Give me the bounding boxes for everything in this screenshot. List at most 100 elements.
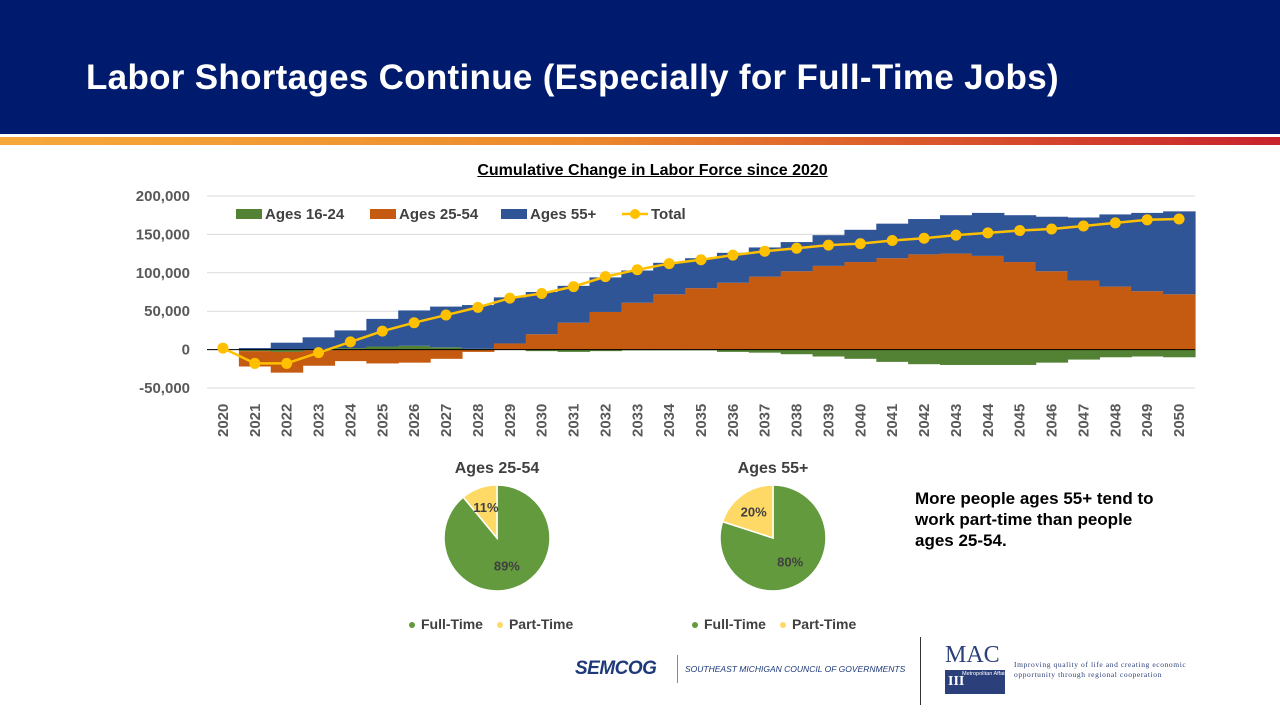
bar-ages-25-54: [653, 294, 686, 350]
part-time-note: More people ages 55+ tend to work part-t…: [915, 489, 1154, 550]
bar-ages-25-54: [1035, 271, 1069, 350]
pie-chart-ages-25-54: 89% 11%: [443, 484, 551, 592]
bar-ages-25-54: [716, 282, 750, 350]
x-tick-label: 2030: [534, 404, 551, 437]
x-tick-label: 2046: [1044, 404, 1061, 437]
y-tick-label: -50,000: [139, 380, 190, 397]
bar-ages-25-54: [621, 302, 654, 350]
bar-ages-16-24: [1067, 349, 1100, 360]
bar-ages-16-24: [940, 349, 973, 365]
pie-chart-ages-55-plus: 80% 20%: [719, 484, 827, 592]
semcog-logo: SEMCOG: [575, 658, 657, 679]
mac-logo-badge: [945, 670, 1005, 694]
bar-ages-25-54: [366, 349, 399, 364]
total-point: [918, 232, 930, 244]
x-tick-label: 2038: [789, 404, 806, 437]
bar-ages-16-24: [844, 349, 877, 359]
bar-ages-16-24: [908, 349, 941, 365]
x-tick-label: 2024: [342, 403, 359, 437]
x-tick-label: 2033: [629, 404, 646, 437]
total-point: [217, 342, 229, 354]
pie-value-label: 20%: [741, 504, 767, 519]
total-point: [376, 325, 388, 337]
x-tick-label: 2031: [566, 404, 583, 437]
bar-ages-25-54: [685, 288, 718, 350]
bar-ages-25-54: [430, 349, 463, 359]
legend-item-full-time: Full-Time: [409, 616, 483, 632]
semcog-full-name: SOUTHEAST MICHIGAN COUNCIL OF GOVERNMENT…: [685, 664, 906, 674]
total-point: [313, 347, 325, 359]
bar-ages-25-54: [971, 255, 1005, 350]
total-point: [344, 336, 356, 348]
x-tick-label: 2022: [279, 404, 296, 437]
legend-marker: [630, 209, 640, 219]
bar-ages-16-24: [812, 349, 846, 357]
legend-label: Total: [651, 206, 686, 223]
pie-title-ages-55-plus: Ages 55+: [737, 460, 809, 477]
mac-tagline: Improving quality of life and creating e…: [1014, 660, 1187, 679]
pie-value-label: 89%: [494, 558, 520, 573]
total-point: [759, 245, 771, 257]
legend-label: Full-Time: [704, 616, 766, 632]
bar-ages-25-54: [334, 349, 367, 362]
legend-item-full-time: Full-Time: [692, 616, 766, 632]
bar-ages-16-24: [366, 346, 399, 350]
total-point: [727, 249, 739, 261]
bar-ages-25-54: [812, 265, 846, 350]
mac-badge-text: Metropolitan Affairs Coalition: [962, 671, 1032, 677]
pie-slice-part-time: [721, 484, 774, 540]
bar-ages-16-24: [716, 349, 750, 352]
x-tick-label: 2047: [1075, 404, 1092, 437]
x-tick-label: 2027: [438, 404, 455, 437]
legend-dot-icon: [779, 622, 786, 629]
x-tick-label: 2045: [1012, 404, 1029, 437]
x-tick-label: 2023: [311, 404, 328, 437]
legend-swatch: [236, 209, 262, 219]
x-tick-label: 2049: [1139, 404, 1156, 437]
y-tick-label: 150,000: [136, 226, 190, 243]
pie-value-label: 80%: [777, 555, 803, 570]
x-tick-label: 2040: [852, 404, 869, 437]
bar-ages-16-24: [748, 349, 782, 353]
pie-slice-part-time: [462, 484, 498, 541]
total-point: [950, 229, 962, 241]
bar-ages-16-24: [1035, 349, 1069, 363]
legend-swatch: [501, 209, 527, 219]
total-point: [791, 242, 803, 254]
legend-item-part-time: Part-Time: [779, 616, 856, 632]
legend-label: Part-Time: [508, 616, 574, 632]
total-point: [1077, 220, 1089, 232]
bar-ages-16-24: [780, 349, 814, 355]
x-tick-label: 2025: [374, 404, 391, 437]
x-tick-label: 2026: [406, 404, 423, 437]
bar-ages-16-24: [238, 349, 272, 352]
bar-ages-55-: [1131, 212, 1164, 292]
legend-label: Ages 55+: [530, 206, 597, 223]
x-tick-label: 2028: [470, 404, 487, 437]
bar-ages-25-54: [525, 334, 559, 350]
total-point: [249, 357, 261, 369]
bar-ages-25-54: [748, 276, 782, 350]
legend-swatch: [370, 209, 396, 219]
total-point: [504, 292, 516, 304]
bar-ages-25-54: [1131, 291, 1164, 350]
bar-ages-25-54: [557, 322, 591, 350]
total-point: [1046, 223, 1058, 235]
total-point: [1109, 217, 1121, 229]
bar-ages-25-54: [493, 343, 527, 350]
x-tick-label: 2037: [757, 404, 774, 437]
total-point: [536, 288, 548, 300]
pie-legend-ages-55-plus: Full-Time Part-Time: [692, 616, 870, 632]
total-point: [982, 227, 994, 239]
total-point: [599, 271, 611, 283]
bar-ages-16-24: [525, 349, 559, 352]
bar-ages-55-: [589, 277, 622, 312]
bar-ages-25-54: [398, 349, 431, 363]
total-point: [408, 317, 420, 329]
bar-ages-16-24: [1163, 349, 1196, 358]
legend-dot-icon: [496, 622, 503, 629]
total-point: [886, 235, 898, 247]
x-tick-label: 2042: [916, 404, 933, 437]
x-tick-label: 2029: [502, 404, 519, 437]
total-point: [281, 357, 293, 369]
